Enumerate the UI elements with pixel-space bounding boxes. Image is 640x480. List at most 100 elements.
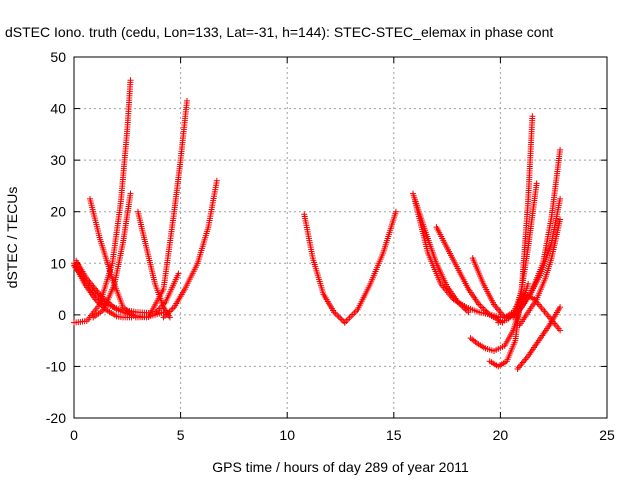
data-point	[548, 216, 555, 223]
data-point	[555, 325, 562, 332]
data-point	[142, 242, 149, 249]
data-point	[204, 226, 211, 233]
ticks: 0 5 10 15 20 25 -20 -10 0 10 20 30 40 50	[46, 49, 615, 443]
data-point	[529, 295, 536, 302]
data-point	[517, 305, 524, 312]
y-tick-label: 0	[58, 307, 66, 323]
data-point	[538, 304, 545, 311]
series-20	[510, 195, 564, 321]
data-point	[529, 115, 536, 122]
data-point	[337, 315, 344, 322]
y-tick-label: -20	[46, 410, 66, 426]
data-point	[111, 312, 118, 319]
data-point	[110, 282, 117, 289]
x-tick-label: 15	[386, 427, 402, 443]
data-point	[127, 192, 134, 199]
data-point	[479, 278, 486, 285]
data-point	[523, 311, 530, 318]
series-21	[514, 304, 564, 373]
series-11	[341, 208, 399, 326]
data-point	[119, 241, 126, 248]
data-point	[501, 317, 508, 324]
series-6	[90, 190, 134, 321]
series-22	[516, 216, 564, 329]
series-18	[495, 180, 540, 326]
data-point	[213, 179, 220, 186]
data-point	[108, 262, 115, 269]
data-point	[128, 311, 135, 318]
data-point	[536, 272, 543, 279]
data-point	[392, 210, 399, 217]
data-point	[556, 148, 563, 155]
data-point	[547, 257, 554, 264]
data-point	[319, 289, 326, 296]
y-axis-label: dSTEC / TECUs	[4, 187, 20, 289]
data-point	[473, 308, 480, 315]
x-tick-label: 20	[493, 427, 509, 443]
data-point	[477, 303, 484, 310]
data-point	[108, 273, 115, 280]
data-point	[170, 210, 177, 217]
series-14	[433, 224, 506, 326]
data-point	[115, 305, 122, 312]
data-point	[180, 287, 187, 294]
data-point	[461, 303, 468, 310]
data-point	[556, 218, 563, 225]
data-point	[547, 241, 554, 248]
data-point	[523, 354, 530, 361]
x-tick-label: 10	[279, 427, 295, 443]
data-point	[499, 343, 506, 350]
chart-title: dSTEC Iono. truth (cedu, Lon=133, Lat=-3…	[5, 24, 553, 40]
data-point	[169, 305, 176, 312]
y-tick-label: -10	[46, 358, 66, 374]
plot-frame	[73, 56, 608, 419]
data-point	[309, 252, 316, 259]
series-1	[71, 77, 134, 326]
data-point	[511, 339, 518, 346]
data-point	[424, 247, 431, 254]
series-23	[516, 291, 564, 334]
data-point	[533, 182, 540, 189]
x-axis-label: GPS time / hours of day 289 of year 2011	[212, 459, 469, 475]
data-point	[443, 242, 450, 249]
data-point	[422, 227, 429, 234]
data-point	[119, 302, 126, 309]
data-point	[443, 281, 450, 288]
y-tick-label: 20	[50, 204, 66, 220]
y-tick-label: 50	[50, 49, 66, 65]
data-point	[177, 159, 184, 166]
data-point	[338, 316, 345, 323]
series-4	[71, 262, 182, 317]
data-point	[449, 294, 456, 301]
series-12	[409, 190, 472, 316]
data-point	[81, 318, 88, 325]
data-point	[490, 299, 497, 306]
data-point	[556, 198, 563, 205]
data-point	[480, 344, 487, 351]
data-point	[474, 299, 481, 306]
series-9	[160, 177, 220, 321]
data-point	[143, 314, 150, 321]
data-point	[379, 252, 386, 259]
data-point	[96, 232, 103, 239]
data-point	[127, 79, 134, 86]
data-point	[518, 288, 525, 295]
data-point	[174, 272, 181, 279]
y-tick-label: 40	[50, 101, 66, 117]
data-point	[472, 338, 479, 345]
data-point	[334, 312, 341, 319]
series-8	[132, 97, 190, 321]
y-tick-label: 10	[50, 255, 66, 271]
data-point	[330, 307, 337, 314]
grid	[74, 57, 607, 418]
data-points	[71, 77, 564, 373]
data-point	[453, 263, 460, 270]
data-point	[479, 304, 486, 311]
data-point	[524, 283, 531, 290]
data-point	[464, 284, 471, 291]
data-point	[556, 305, 563, 312]
data-point	[436, 278, 443, 285]
data-point	[183, 100, 190, 107]
data-point	[193, 262, 200, 269]
